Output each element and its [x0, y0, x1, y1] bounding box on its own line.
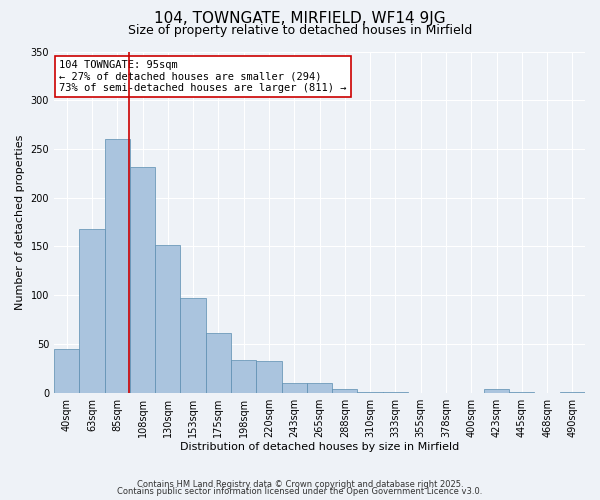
Text: 104, TOWNGATE, MIRFIELD, WF14 9JG: 104, TOWNGATE, MIRFIELD, WF14 9JG [154, 11, 446, 26]
Bar [181, 298, 206, 392]
Bar [79, 229, 104, 392]
Bar [231, 360, 256, 392]
Bar [484, 389, 509, 392]
Text: Size of property relative to detached houses in Mirfield: Size of property relative to detached ho… [128, 24, 472, 37]
Bar [206, 333, 231, 392]
Bar [130, 166, 155, 392]
Text: Contains public sector information licensed under the Open Government Licence v3: Contains public sector information licen… [118, 487, 482, 496]
X-axis label: Distribution of detached houses by size in Mirfield: Distribution of detached houses by size … [180, 442, 459, 452]
Bar [281, 383, 307, 392]
Text: 104 TOWNGATE: 95sqm
← 27% of detached houses are smaller (294)
73% of semi-detac: 104 TOWNGATE: 95sqm ← 27% of detached ho… [59, 60, 347, 93]
Bar [256, 360, 281, 392]
Bar [104, 139, 130, 392]
Bar [155, 244, 181, 392]
Y-axis label: Number of detached properties: Number of detached properties [15, 134, 25, 310]
Bar [54, 349, 79, 393]
Text: Contains HM Land Registry data © Crown copyright and database right 2025.: Contains HM Land Registry data © Crown c… [137, 480, 463, 489]
Bar [332, 389, 358, 392]
Bar [307, 383, 332, 392]
